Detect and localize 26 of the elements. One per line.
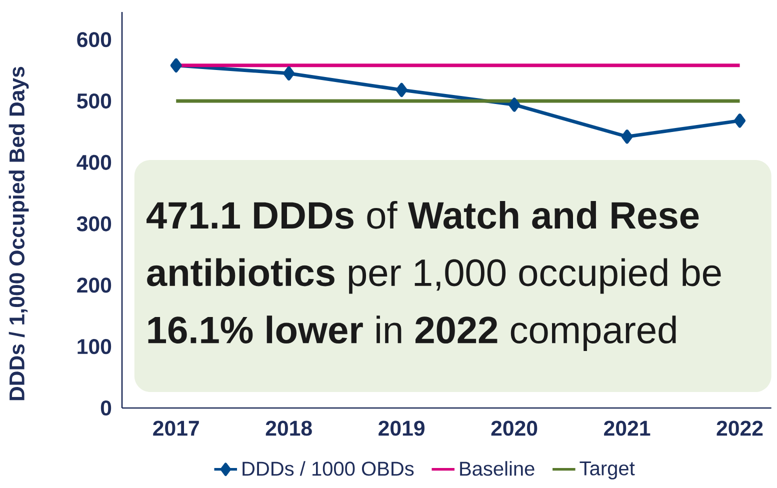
- y-axis-title: DDDs / 1,000 Occupied Bed Days: [8, 66, 29, 400]
- y-tick-label: 200: [77, 278, 112, 293]
- y-tick-label: 300: [76, 216, 112, 232]
- annotation: antibiotics per 1,000 occupied be: [147, 258, 721, 294]
- y-tick-label: 600: [77, 32, 112, 48]
- point: [283, 66, 295, 80]
- point: [170, 58, 182, 72]
- x-tick-label: 2018: [266, 420, 312, 436]
- y-tick-label: 400: [76, 154, 112, 170]
- annotation: 16.1% lower in 2022 compared: [148, 316, 676, 352]
- x-tick-label: 2022: [716, 420, 763, 436]
- y-tick-label: 500: [77, 93, 112, 109]
- point: [734, 114, 746, 128]
- x-tick-label: 2019: [378, 420, 424, 436]
- annotation: 471.1 DDDs of Watch and Rese: [146, 200, 699, 229]
- point: [621, 130, 633, 144]
- legend-label: Target: [580, 461, 635, 480]
- x-tick-label: 2020: [491, 420, 538, 436]
- y-tick-label: 0: [100, 400, 112, 416]
- point: [508, 98, 520, 112]
- x-tick-label: 2017: [153, 420, 199, 436]
- y-tick-label: 100: [78, 339, 112, 354]
- legend-label: DDDs / 1000 OBDs: [242, 461, 414, 476]
- legend-label: Baseline: [460, 461, 534, 476]
- x-tick-label: 2021: [604, 420, 650, 436]
- point: [396, 82, 408, 98]
